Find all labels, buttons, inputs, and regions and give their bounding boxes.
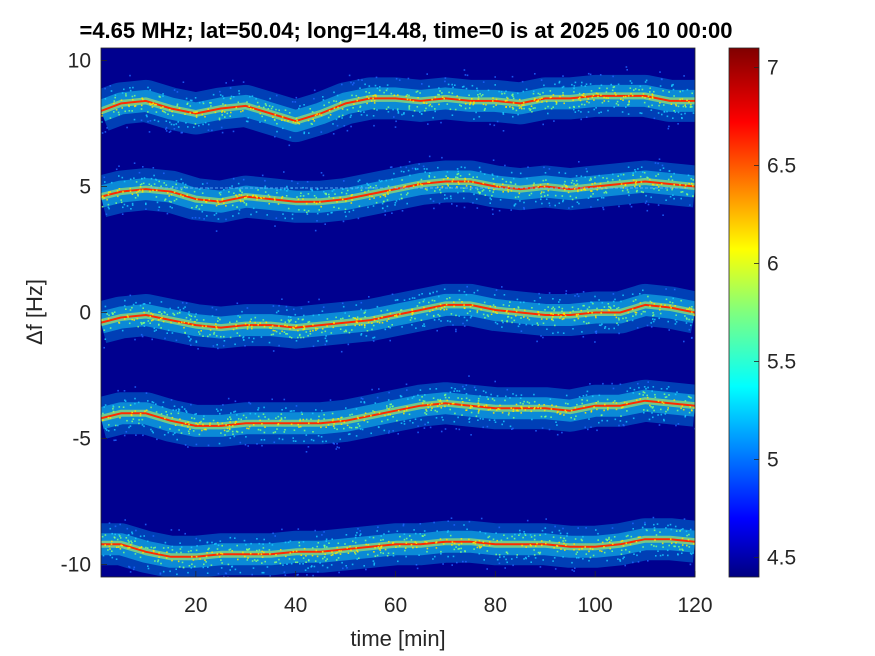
series-line-2 bbox=[101, 180, 695, 203]
y-tick-label: 0 bbox=[79, 302, 91, 325]
y-tick-label: 5 bbox=[79, 176, 91, 199]
plot-frame bbox=[100, 47, 696, 578]
x-tick-label: 80 bbox=[484, 594, 507, 617]
y-tick-label: -5 bbox=[72, 427, 91, 450]
colorbar-tick-label: 4.5 bbox=[767, 546, 796, 569]
x-tick-label: 20 bbox=[184, 594, 207, 617]
colorbar-tick-label: 7 bbox=[767, 57, 779, 80]
speckle-noise bbox=[101, 66, 695, 577]
series-line-4 bbox=[101, 399, 695, 427]
colorbar-tick-label: 5.5 bbox=[767, 350, 796, 373]
colorbar-tick-label: 6.5 bbox=[767, 155, 796, 178]
y-tick-label: -10 bbox=[61, 553, 91, 576]
x-tick-label: 120 bbox=[677, 594, 712, 617]
colorbar-tick-label: 6 bbox=[767, 253, 779, 276]
y-tick-label: 10 bbox=[68, 50, 91, 73]
series-line-1 bbox=[101, 94, 695, 123]
x-tick-label: 40 bbox=[284, 594, 307, 617]
x-tick-label: 60 bbox=[384, 594, 407, 617]
y-axis-label: Δf [Hz] bbox=[22, 279, 47, 345]
chart-title: =4.65 MHz; lat=50.04; long=14.48, time=0… bbox=[79, 18, 732, 43]
colorbar bbox=[728, 47, 760, 578]
x-tick-label: 100 bbox=[578, 594, 613, 617]
colorbar-tick-label: 5 bbox=[767, 448, 779, 471]
x-axis-label: time [min] bbox=[350, 626, 445, 651]
